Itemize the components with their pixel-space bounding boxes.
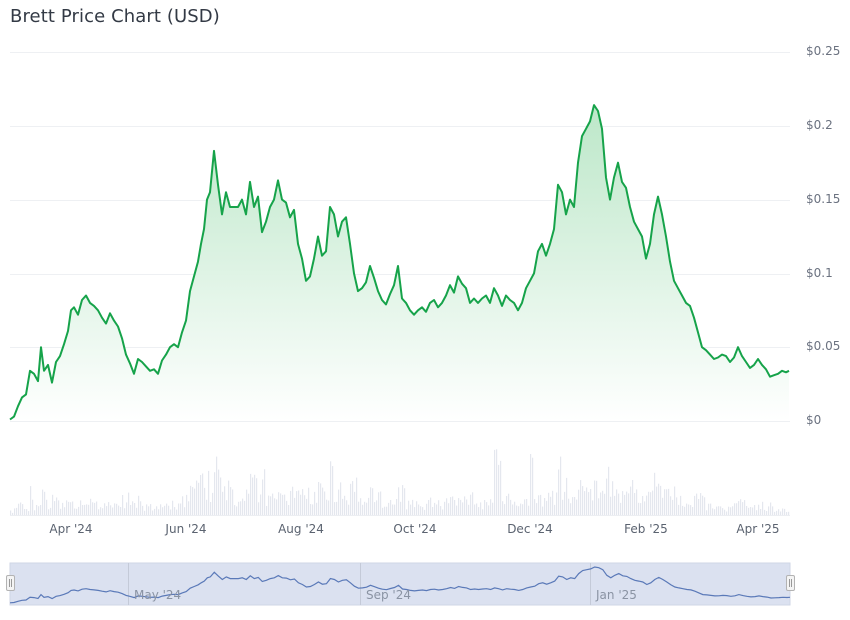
navigator[interactable] xyxy=(6,562,795,606)
volume-bars xyxy=(10,449,790,516)
x-tick-label: Oct '24 xyxy=(393,522,437,536)
price-line[interactable] xyxy=(9,104,790,421)
y-tick-label: $0.15 xyxy=(806,192,841,206)
navigator-selection[interactable] xyxy=(9,562,791,606)
x-tick-label: Apr '24 xyxy=(49,522,93,536)
y-tick-label: $0.25 xyxy=(806,44,841,58)
y-tick-label: $0 xyxy=(806,413,822,427)
navigator-tick-label: Sep '24 xyxy=(366,588,411,602)
x-tick-label: Dec '24 xyxy=(507,522,553,536)
x-tick-label: Aug '24 xyxy=(278,522,324,536)
y-tick-label: $0.05 xyxy=(806,339,841,353)
x-tick-label: Jun '24 xyxy=(165,522,207,536)
y-tick-label: $0.1 xyxy=(806,266,833,280)
navigator-handle-left[interactable] xyxy=(6,575,15,591)
y-tick-label: $0.2 xyxy=(806,118,833,132)
x-tick-label: Feb '25 xyxy=(624,522,668,536)
navigator-tick-label: May '24 xyxy=(134,588,182,602)
x-tick-label: Apr '25 xyxy=(736,522,780,536)
navigator-series xyxy=(9,566,791,604)
chart-title: Brett Price Chart (USD) xyxy=(10,6,220,27)
navigator-handle-right[interactable] xyxy=(786,575,795,591)
price-area xyxy=(10,105,789,421)
navigator-tick-label: Jan '25 xyxy=(596,588,637,602)
